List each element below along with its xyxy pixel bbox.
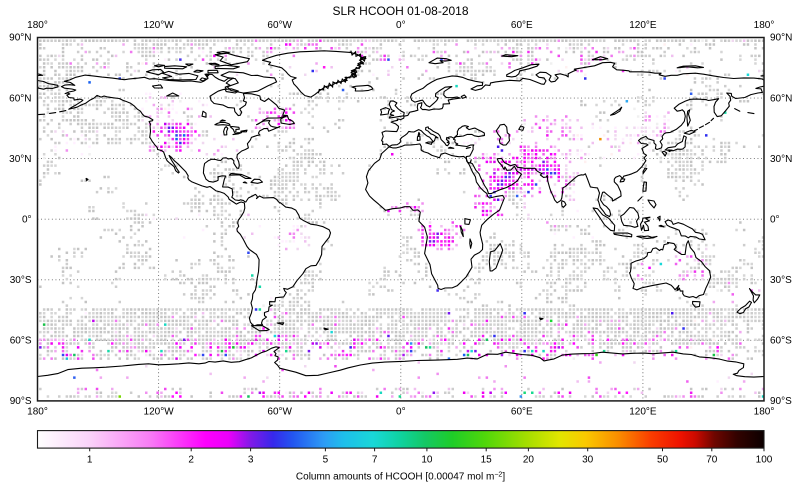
svg-text:180°: 180° (27, 406, 48, 417)
svg-text:70: 70 (706, 455, 718, 466)
svg-text:Column amounts of HCOOH [0.000: Column amounts of HCOOH [0.00047 mol m−2… (296, 471, 505, 483)
svg-text:20: 20 (523, 455, 535, 466)
svg-text:90°S: 90°S (770, 396, 792, 407)
svg-text:100: 100 (756, 455, 773, 466)
svg-text:60°W: 60°W (267, 406, 292, 417)
svg-text:0°: 0° (770, 214, 780, 225)
svg-text:180°: 180° (754, 20, 775, 31)
svg-text:10: 10 (421, 455, 433, 466)
svg-text:120°W: 120°W (144, 406, 175, 417)
svg-text:60°E: 60°E (511, 406, 533, 417)
svg-text:180°: 180° (27, 20, 48, 31)
svg-text:120°E: 120°E (629, 406, 657, 417)
svg-text:60°N: 60°N (770, 93, 792, 104)
svg-text:30: 30 (582, 455, 594, 466)
svg-text:30°N: 30°N (770, 154, 792, 165)
svg-text:15: 15 (481, 455, 493, 466)
svg-text:50: 50 (657, 455, 669, 466)
svg-text:90°N: 90°N (770, 33, 792, 44)
svg-text:0°: 0° (22, 214, 32, 225)
svg-text:SLR HCOOH 01-08-2018: SLR HCOOH 01-08-2018 (332, 4, 468, 18)
svg-text:7: 7 (372, 455, 378, 466)
svg-text:90°S: 90°S (10, 396, 32, 407)
svg-text:2: 2 (188, 455, 194, 466)
svg-text:30°S: 30°S (10, 275, 32, 286)
svg-text:60°S: 60°S (10, 336, 32, 347)
svg-text:120°W: 120°W (144, 20, 175, 31)
svg-text:30°S: 30°S (770, 275, 792, 286)
svg-text:3: 3 (248, 455, 254, 466)
svg-text:180°: 180° (754, 406, 775, 417)
svg-text:0°: 0° (396, 20, 406, 31)
svg-text:0°: 0° (396, 406, 406, 417)
svg-text:1: 1 (87, 455, 93, 466)
svg-text:60°N: 60°N (9, 93, 31, 104)
svg-text:60°W: 60°W (267, 20, 292, 31)
svg-text:30°N: 30°N (9, 154, 31, 165)
svg-text:60°S: 60°S (770, 336, 792, 347)
svg-text:120°E: 120°E (629, 20, 657, 31)
svg-text:90°N: 90°N (9, 33, 31, 44)
svg-text:5: 5 (323, 455, 329, 466)
svg-text:60°E: 60°E (511, 20, 533, 31)
